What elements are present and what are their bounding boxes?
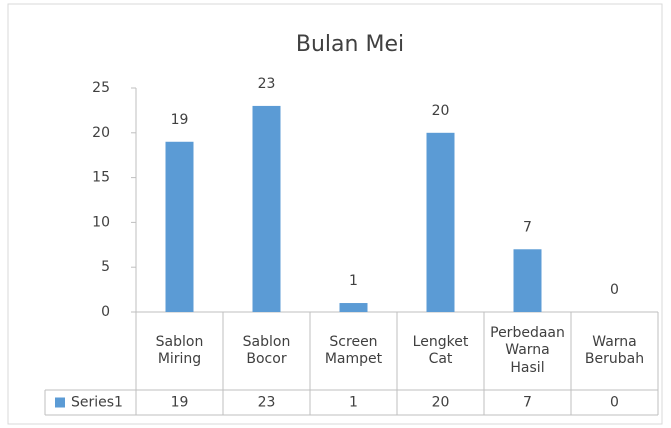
y-tick-label: 25 <box>92 80 110 96</box>
x-tick-label-box: Lengket Cat <box>412 333 469 368</box>
data-label: 7 <box>523 219 532 235</box>
y-tick-label: 0 <box>101 304 110 320</box>
x-tick-label-box: Sablon Bocor <box>242 333 291 368</box>
x-tick-label: Screen Mampet <box>324 333 383 368</box>
x-tick-label-box: Perbedaan Warna Hasil <box>490 324 565 376</box>
y-tick-label: 15 <box>92 170 110 186</box>
bar <box>513 249 542 312</box>
bar <box>339 303 368 312</box>
table-value: 20 <box>432 395 450 411</box>
data-label: 1 <box>349 273 358 289</box>
x-tick-label: Warna Berubah <box>584 333 645 368</box>
data-label: 23 <box>258 76 276 92</box>
legend-label: Series1 <box>71 395 123 411</box>
y-tick-label: 5 <box>101 259 110 275</box>
y-tick-label: 20 <box>92 125 110 141</box>
data-label: 19 <box>171 112 189 128</box>
bar <box>252 105 281 312</box>
x-tick-label-box: Screen Mampet <box>324 333 383 368</box>
chart-border <box>7 3 663 425</box>
y-tick-label: 10 <box>92 214 110 230</box>
data-label: 0 <box>610 282 619 298</box>
x-tick-label: Sablon Miring <box>155 333 204 368</box>
table-value: 7 <box>523 395 532 411</box>
table-value: 1 <box>349 395 358 411</box>
bar <box>165 141 194 312</box>
x-tick-label: Lengket Cat <box>412 333 469 368</box>
x-tick-label: Sablon Bocor <box>242 333 291 368</box>
x-tick-label-box: Warna Berubah <box>584 333 645 368</box>
bar <box>426 132 455 312</box>
table-value: 19 <box>171 395 189 411</box>
x-tick-label-box: Sablon Miring <box>155 333 204 368</box>
table-value: 23 <box>258 395 276 411</box>
x-tick-label: Perbedaan Warna Hasil <box>490 324 565 376</box>
data-label: 20 <box>432 103 450 119</box>
table-value: 0 <box>610 395 619 411</box>
chart-title: Bulan Mei <box>296 32 404 57</box>
legend-key <box>55 397 65 408</box>
